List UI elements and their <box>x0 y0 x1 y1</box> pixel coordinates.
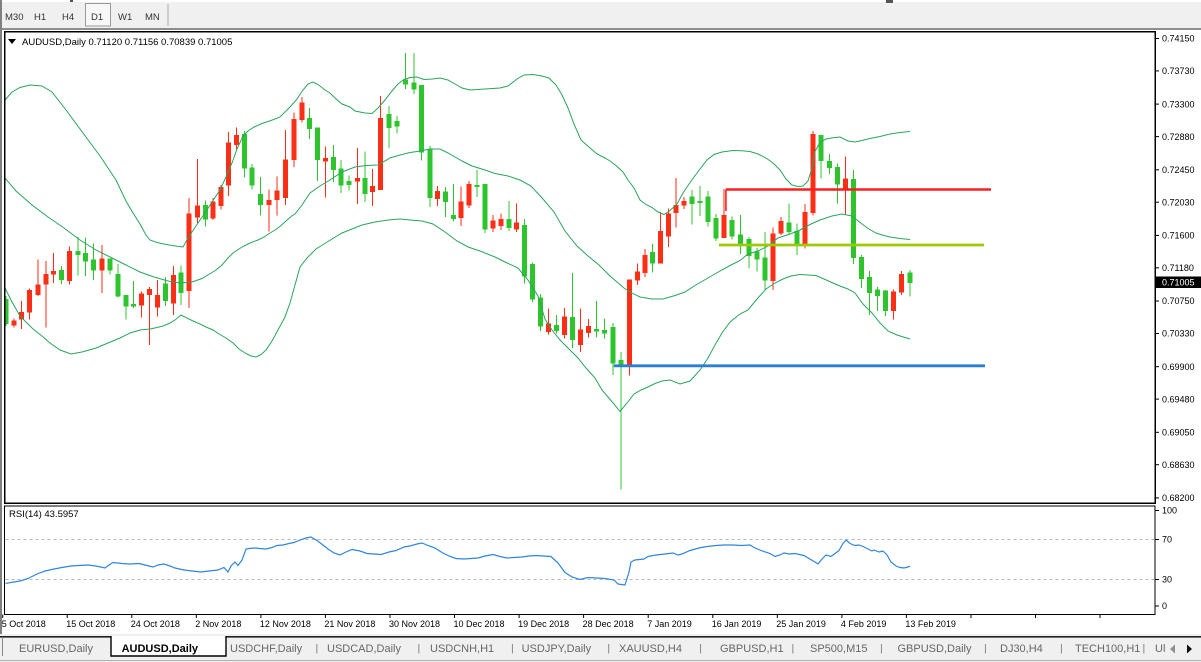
svg-text:100: 100 <box>1162 506 1177 516</box>
svg-text:0.71005: 0.71005 <box>1162 278 1195 288</box>
svg-text:USDCNH,H1: USDCNH,H1 <box>430 643 494 655</box>
svg-text:0.69480: 0.69480 <box>1162 394 1195 404</box>
svg-text:|: | <box>1060 643 1063 655</box>
svg-text:W1: W1 <box>118 12 132 23</box>
svg-text:28 Dec 2018: 28 Dec 2018 <box>583 619 634 629</box>
svg-text:H4: H4 <box>62 12 74 23</box>
svg-text:0.70750: 0.70750 <box>1162 296 1195 306</box>
svg-text:|: | <box>511 643 514 655</box>
svg-text:GBPUSD,Daily: GBPUSD,Daily <box>898 643 972 655</box>
svg-text:|: | <box>699 643 702 655</box>
svg-text:0.69050: 0.69050 <box>1162 428 1195 438</box>
svg-text:5 Oct 2018: 5 Oct 2018 <box>2 619 46 629</box>
svg-text:0.72450: 0.72450 <box>1162 165 1195 175</box>
svg-text:70: 70 <box>1162 535 1172 545</box>
svg-text:USDCHF,Daily: USDCHF,Daily <box>230 643 303 655</box>
svg-text:0.71180: 0.71180 <box>1162 263 1194 273</box>
svg-text:SP500,M15: SP500,M15 <box>810 643 867 655</box>
svg-text:0.68200: 0.68200 <box>1162 493 1195 503</box>
svg-text:0.73300: 0.73300 <box>1162 99 1195 109</box>
svg-text:EURUSD,Daily: EURUSD,Daily <box>19 643 93 655</box>
svg-text:24 Oct 2018: 24 Oct 2018 <box>131 619 180 629</box>
svg-text:RSI(14) 43.5957: RSI(14) 43.5957 <box>9 509 79 520</box>
svg-text:2 Nov 2018: 2 Nov 2018 <box>195 619 241 629</box>
svg-text:10 Dec 2018: 10 Dec 2018 <box>454 619 505 629</box>
svg-text:25 Jan 2019: 25 Jan 2019 <box>776 619 826 629</box>
svg-text:0: 0 <box>1162 601 1167 611</box>
svg-text:|: | <box>792 643 795 655</box>
svg-text:|: | <box>1143 643 1146 655</box>
svg-text:AUDUSD,Daily: AUDUSD,Daily <box>122 643 199 655</box>
svg-text:Ul: Ul <box>1155 643 1165 655</box>
svg-text:19 Dec 2018: 19 Dec 2018 <box>518 619 569 629</box>
svg-text:0.74150: 0.74150 <box>1162 34 1195 44</box>
svg-text:TECH100,H1: TECH100,H1 <box>1075 643 1140 655</box>
svg-text:H1: H1 <box>34 12 46 23</box>
svg-text:XAUUSD,H4: XAUUSD,H4 <box>619 643 682 655</box>
svg-text:21 Nov 2018: 21 Nov 2018 <box>324 619 375 629</box>
svg-text:0.73730: 0.73730 <box>1162 66 1195 76</box>
svg-text:30: 30 <box>1162 575 1172 585</box>
svg-text:4 Feb 2019: 4 Feb 2019 <box>841 619 887 629</box>
svg-text:USDJPY,Daily: USDJPY,Daily <box>522 643 592 655</box>
svg-text:GBPUSD,H1: GBPUSD,H1 <box>720 643 784 655</box>
svg-text:7 Jan 2019: 7 Jan 2019 <box>647 619 692 629</box>
svg-text:0.71600: 0.71600 <box>1162 231 1195 241</box>
svg-text:USDCAD,Daily: USDCAD,Daily <box>327 643 401 655</box>
svg-text:0.72880: 0.72880 <box>1162 132 1195 142</box>
svg-text:16 Jan 2019: 16 Jan 2019 <box>712 619 762 629</box>
svg-text:|: | <box>984 643 987 655</box>
svg-text:M30: M30 <box>5 12 23 23</box>
svg-text:30 Nov 2018: 30 Nov 2018 <box>389 619 440 629</box>
svg-text:AUDUSD,Daily 0.71120 0.71156: AUDUSD,Daily 0.71120 0.71156 0.70839 0.7… <box>22 37 232 48</box>
svg-text:0.69900: 0.69900 <box>1162 362 1195 372</box>
svg-text:13 Feb 2019: 13 Feb 2019 <box>905 619 956 629</box>
svg-text:|: | <box>880 643 883 655</box>
svg-text:0.70330: 0.70330 <box>1162 329 1195 339</box>
svg-text:0.68630: 0.68630 <box>1162 460 1195 470</box>
svg-text:|: | <box>418 643 421 655</box>
svg-text:|: | <box>316 643 319 655</box>
svg-text:|: | <box>607 643 610 655</box>
svg-text:MN: MN <box>145 12 160 23</box>
svg-text:D1: D1 <box>91 12 103 23</box>
svg-text:15 Oct 2018: 15 Oct 2018 <box>66 619 115 629</box>
svg-text:0.72030: 0.72030 <box>1162 197 1195 207</box>
svg-text:12 Nov 2018: 12 Nov 2018 <box>260 619 311 629</box>
svg-text:DJ30,H4: DJ30,H4 <box>1000 643 1043 655</box>
